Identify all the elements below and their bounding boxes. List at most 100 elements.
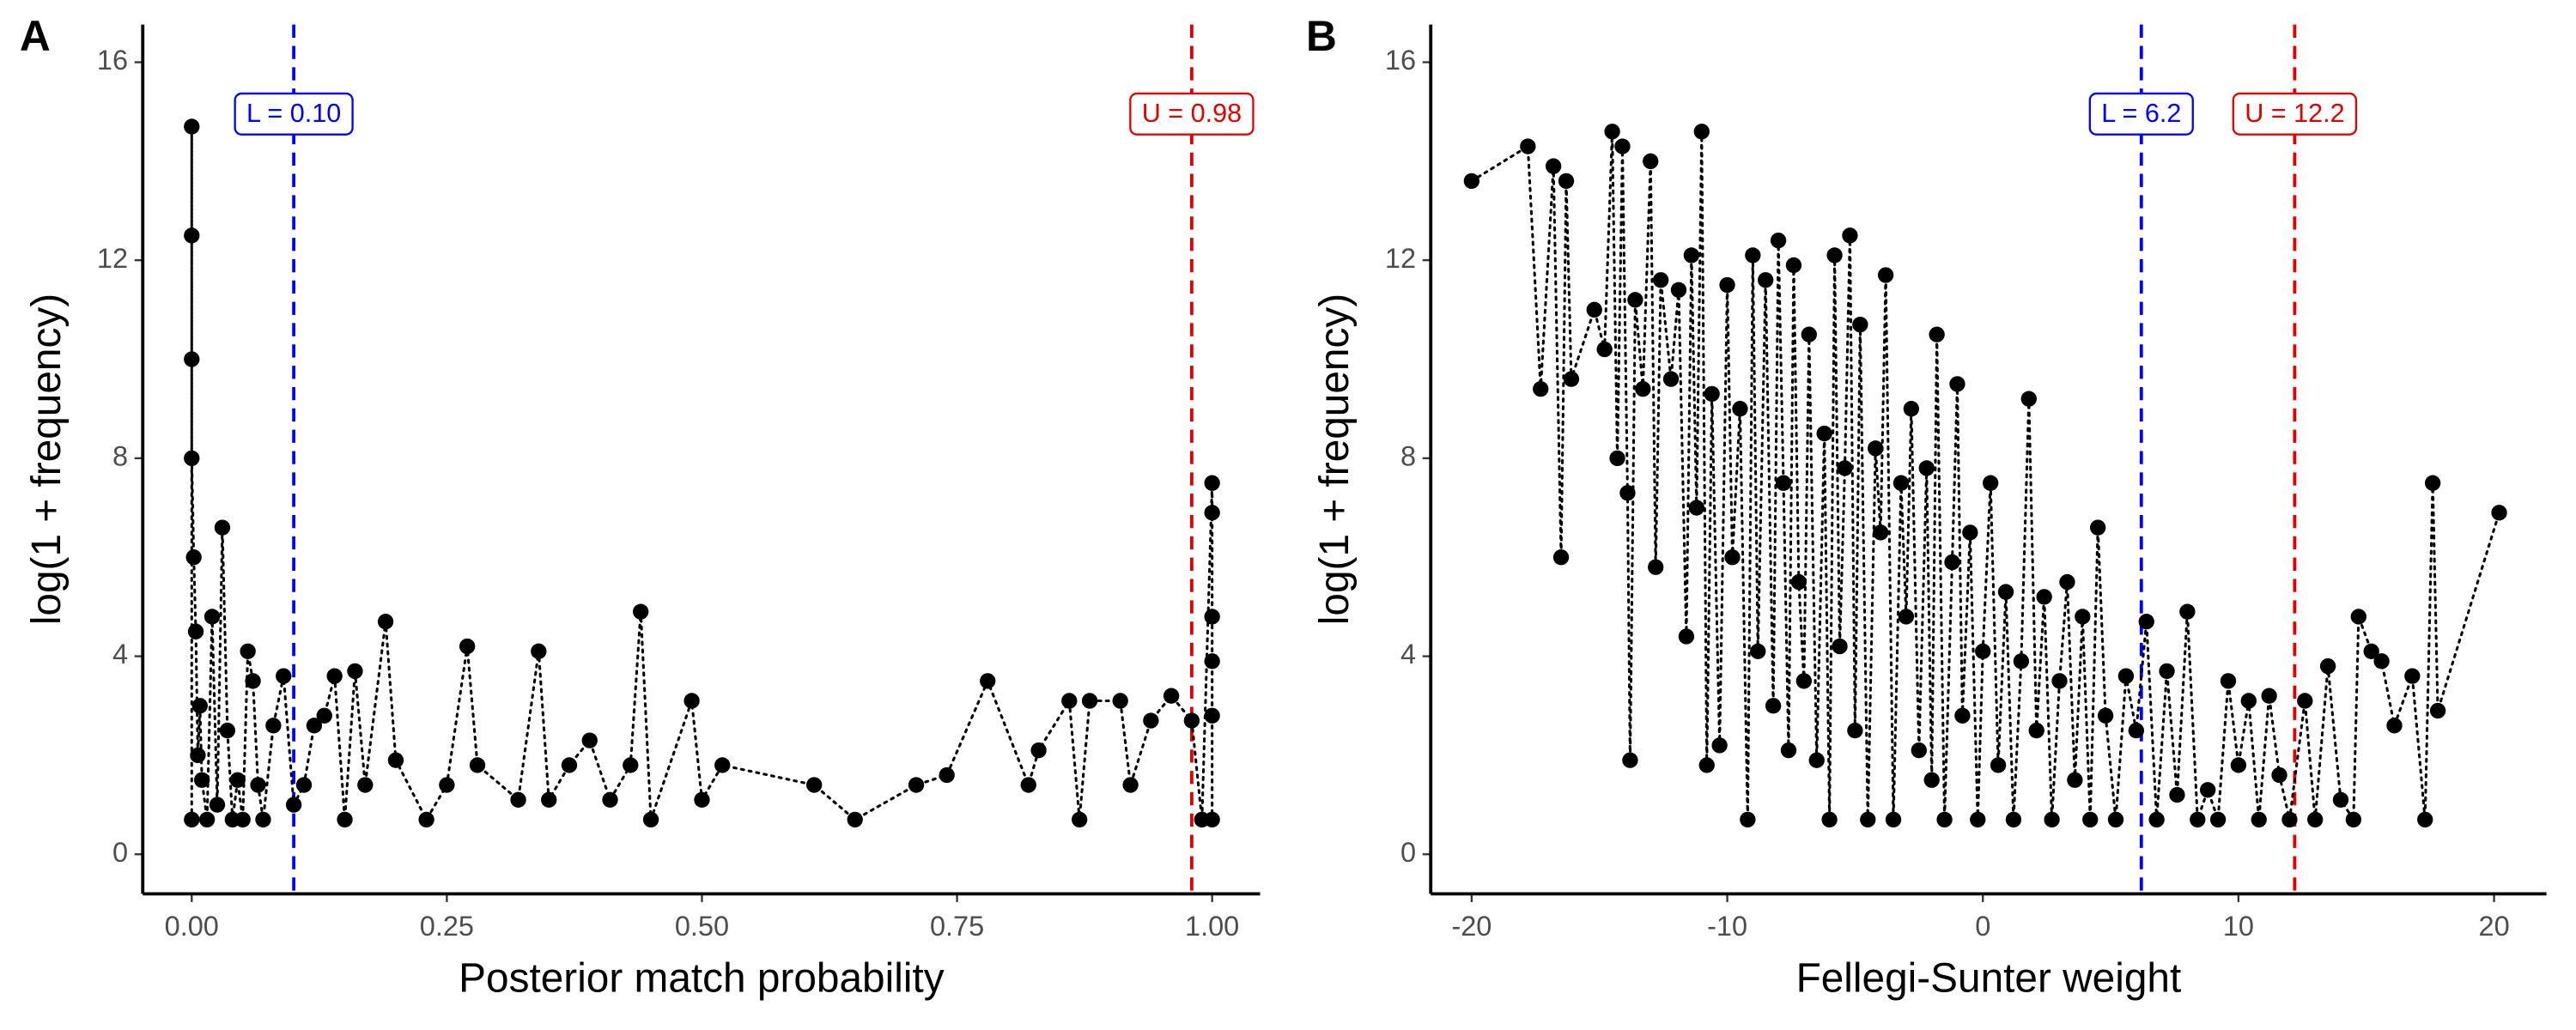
y-tick-label: 0: [112, 837, 128, 868]
point: [1719, 276, 1735, 294]
point: [2332, 791, 2349, 808]
point: [234, 811, 251, 828]
x-tick-label: 0.25: [420, 911, 474, 942]
point: [439, 777, 455, 793]
point: [2417, 811, 2433, 828]
x-axis-title: Fellegi-Sunter weight: [1796, 955, 2182, 1001]
point: [1770, 232, 1787, 249]
point: [1832, 638, 1848, 655]
point: [1204, 707, 1220, 724]
point: [1852, 316, 1868, 333]
point: [2240, 693, 2257, 709]
point: [1204, 475, 1220, 491]
point: [1740, 811, 1756, 828]
point: [1808, 752, 1825, 768]
point: [1826, 247, 1843, 264]
point: [184, 227, 200, 244]
point: [1463, 173, 1480, 190]
point: [209, 797, 226, 813]
point: [184, 118, 200, 135]
point: [980, 673, 996, 689]
point: [276, 668, 292, 684]
point: [184, 811, 200, 828]
point: [1944, 554, 1960, 571]
point: [1604, 124, 1620, 140]
point: [510, 791, 526, 808]
x-tick-label: 0.00: [165, 911, 219, 942]
y-tick-label: 12: [97, 243, 128, 274]
point: [1622, 752, 1638, 768]
point: [285, 797, 302, 813]
point: [2297, 693, 2313, 709]
point: [1885, 811, 1902, 828]
point: [2424, 475, 2441, 491]
point: [185, 549, 202, 566]
point: [2350, 609, 2366, 625]
point: [357, 777, 374, 793]
point: [1552, 549, 1570, 566]
point: [1970, 811, 1986, 828]
point: [377, 614, 394, 630]
point: [1842, 227, 1858, 244]
point: [2036, 589, 2052, 605]
point: [2005, 811, 2022, 828]
point: [1020, 777, 1036, 793]
point: [1081, 693, 1098, 709]
y-tick-label: 8: [1400, 440, 1416, 471]
point: [2067, 772, 2083, 788]
x-tick-label: 0: [1975, 911, 1990, 942]
point: [602, 791, 618, 808]
point: [2082, 811, 2099, 828]
point: [1975, 643, 1991, 659]
point: [1693, 124, 1710, 140]
point: [1724, 549, 1741, 566]
point: [1903, 401, 1920, 417]
point: [806, 777, 823, 793]
threshold-label: U = 0.98: [1142, 99, 1242, 128]
point: [387, 752, 404, 768]
point: [2281, 811, 2298, 828]
point: [1949, 376, 1965, 392]
point: [245, 673, 261, 689]
threshold-label: L = 0.10: [246, 99, 341, 128]
threshold-label: L = 6.2: [2101, 99, 2181, 128]
point: [2200, 782, 2216, 798]
point: [337, 811, 353, 828]
point: [184, 450, 200, 467]
y-tick-label: 8: [112, 440, 128, 471]
point: [2128, 722, 2145, 739]
point: [1558, 173, 1575, 190]
point: [2159, 663, 2175, 680]
point: [1962, 524, 1978, 541]
point: [1204, 505, 1220, 521]
point: [198, 811, 216, 828]
point: [2013, 653, 2030, 670]
point: [2404, 668, 2421, 684]
point: [1847, 722, 1863, 739]
threshold-label-box: [2088, 92, 2194, 136]
point: [219, 722, 236, 739]
point: [1765, 698, 1782, 714]
point: [2190, 811, 2206, 828]
point: [1143, 712, 1159, 729]
threshold-label-box: [2232, 92, 2358, 136]
point: [306, 718, 323, 734]
point: [2209, 811, 2227, 828]
point: [1635, 380, 1651, 397]
point: [1652, 272, 1669, 288]
point: [623, 757, 639, 773]
point: [1936, 811, 1953, 828]
point: [2271, 766, 2287, 784]
point: [1648, 559, 1664, 575]
point: [1163, 688, 1180, 704]
threshold-label-box: [1129, 92, 1255, 136]
point: [561, 757, 578, 773]
point: [2138, 614, 2154, 630]
point: [1893, 475, 1910, 491]
point: [1997, 584, 2014, 600]
point: [459, 638, 476, 655]
point: [1911, 742, 1927, 759]
point: [193, 772, 210, 788]
point: [2097, 707, 2114, 724]
y-tick-label: 16: [1385, 45, 1416, 76]
